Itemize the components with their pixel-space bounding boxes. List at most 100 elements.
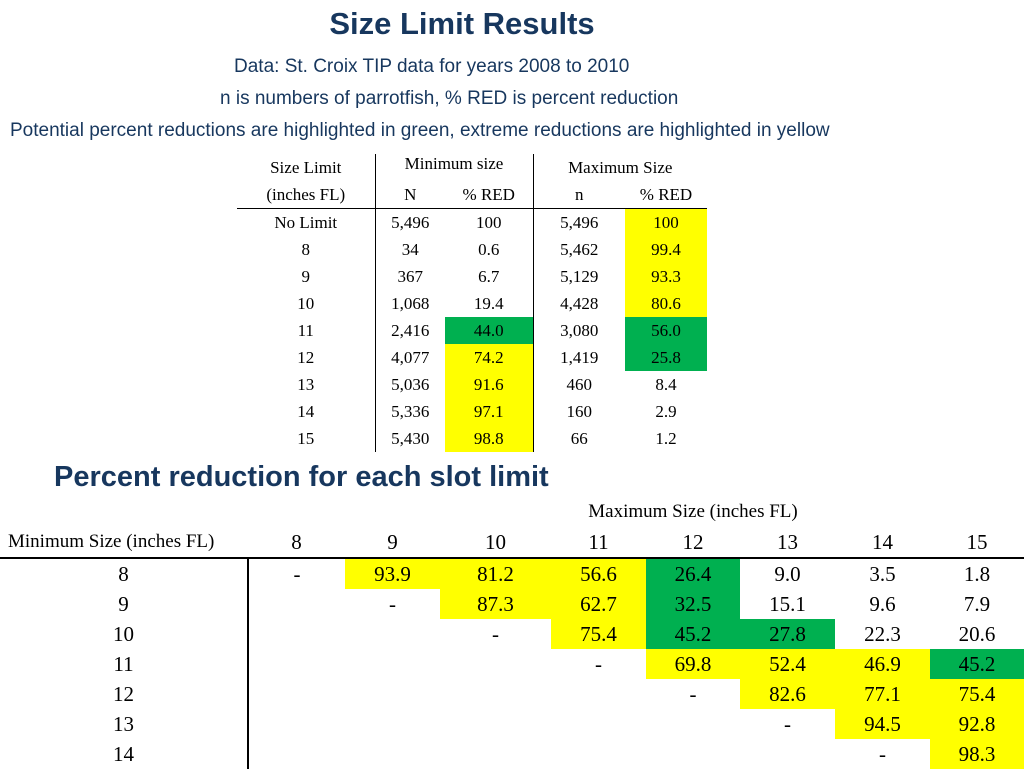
slot-value-cell: 27.8 — [740, 619, 835, 649]
header-minimum-size: Minimum size — [375, 154, 534, 181]
slot-value-cell: 77.1 — [835, 679, 930, 709]
max-n-cell: 460 — [566, 374, 593, 394]
size-limit-cell: 9 — [237, 263, 376, 290]
min-n-cell: 5,496 — [391, 212, 430, 232]
max-size-column-header: 12 — [646, 527, 740, 559]
min-size-row-label: 14 — [113, 741, 134, 766]
size-limit-cell: No Limit — [237, 208, 376, 236]
min-red-cell: 97.1 — [445, 398, 534, 425]
size-limit-cell: 8 — [237, 236, 376, 263]
size-table-row: 12 4,077 74.2 1,419 25.8 — [237, 344, 707, 371]
header-min-n: N — [375, 181, 445, 209]
size-limit-cell: 15 — [237, 425, 376, 452]
slot-value-cell: 75.4 — [930, 679, 1024, 709]
slot-value-cell — [551, 739, 646, 769]
slot-value-cell: 75.4 — [551, 619, 646, 649]
max-n-cell: 3,080 — [560, 320, 599, 340]
slot-value-cell: 82.6 — [740, 679, 835, 709]
slot-value-cell: 20.6 — [958, 621, 996, 646]
slot-table-row: 14 - 98.3 — [0, 739, 1024, 769]
min-red-cell: 74.2 — [445, 344, 534, 371]
subtitle-highlight-legend: Potential percent reductions are highlig… — [10, 120, 830, 141]
max-n-cell: 5,129 — [560, 266, 599, 286]
min-red-cell: 100 — [445, 208, 534, 236]
slot-value-cell — [440, 739, 551, 769]
slot-value-cell: 7.9 — [963, 591, 991, 616]
max-n-cell: 4,428 — [560, 293, 599, 313]
size-table-row: 10 1,068 19.4 4,428 80.6 — [237, 290, 707, 317]
slot-value-cell — [247, 739, 345, 769]
slot-value-cell: - — [595, 651, 602, 676]
size-limit-cell: 14 — [237, 398, 376, 425]
min-n-cell: 5,036 — [391, 374, 430, 394]
size-table-header-row-1: Size Limit Minimum size Maximum Size — [237, 154, 707, 181]
slot-value-cell: 93.9 — [345, 558, 440, 589]
size-limit-cell: 13 — [237, 371, 376, 398]
min-red-cell: 6.7 — [445, 263, 534, 290]
subtitle-definitions: n is numbers of parrotfish, % RED is per… — [220, 88, 679, 109]
slot-value-cell: 69.8 — [646, 649, 740, 679]
size-table-row: 9 367 6.7 5,129 93.3 — [237, 263, 707, 290]
min-n-cell: 2,416 — [391, 320, 430, 340]
min-n-cell: 34 — [401, 239, 419, 259]
size-table-row: No Limit 5,496 100 5,496 100 — [237, 208, 707, 236]
slot-value-cell — [440, 709, 551, 739]
size-limit-table: Size Limit Minimum size Maximum Size (in… — [237, 154, 707, 452]
min-red-cell: 19.4 — [445, 290, 534, 317]
slot-value-cell — [345, 739, 440, 769]
slot-value-cell: 98.3 — [930, 739, 1024, 769]
slot-value-cell: 45.2 — [930, 649, 1024, 679]
slot-value-cell — [551, 709, 646, 739]
max-red-cell: 99.4 — [625, 236, 707, 263]
header-maximum-size: Maximum Size — [568, 157, 673, 177]
slot-value-cell — [345, 709, 440, 739]
size-table-row: 13 5,036 91.6 460 8.4 — [237, 371, 707, 398]
section-title: Percent reduction for each slot limit — [54, 461, 549, 493]
slot-value-cell: 26.4 — [646, 558, 740, 589]
max-red-cell: 25.8 — [625, 344, 707, 371]
size-table-row: 8 34 0.6 5,462 99.4 — [237, 236, 707, 263]
slot-value-cell: - — [389, 591, 396, 616]
size-limit-cell: 12 — [237, 344, 376, 371]
max-size-column-header: 10 — [440, 527, 551, 559]
max-n-cell: 1,419 — [560, 347, 599, 367]
max-red-cell: 100 — [625, 208, 707, 236]
slot-value-cell — [247, 589, 345, 619]
slot-value-cell: 46.9 — [835, 649, 930, 679]
min-n-cell: 5,336 — [391, 401, 430, 421]
slot-value-cell — [247, 619, 345, 649]
min-size-row-label: 13 — [113, 711, 134, 736]
min-size-row-label: 12 — [113, 681, 134, 706]
slot-value-cell: 1.8 — [963, 561, 991, 586]
max-red-cell: 80.6 — [625, 290, 707, 317]
min-n-cell: 1,068 — [391, 293, 430, 313]
max-red-cell: 93.3 — [625, 263, 707, 290]
slot-value-cell — [740, 739, 835, 769]
slot-value-cell — [646, 739, 740, 769]
page-title: Size Limit Results — [329, 6, 595, 41]
header-inches-fl: (inches FL) — [237, 181, 376, 209]
slot-value-cell: 94.5 — [835, 709, 930, 739]
min-n-cell: 5,430 — [391, 428, 430, 448]
slot-table-row: 9 - 87.3 62.7 32.5 15.1 9.6 7.9 — [0, 589, 1024, 619]
slot-value-cell: 32.5 — [646, 589, 740, 619]
header-size-limit: Size Limit — [237, 154, 376, 181]
slot-value-cell — [345, 649, 440, 679]
slot-table-row: 8 -93.9 81.2 56.6 26.4 9.0 3.5 1.8 — [0, 558, 1024, 589]
max-red-cell: 8.4 — [655, 374, 677, 394]
slot-value-cell: 45.2 — [646, 619, 740, 649]
slot-value-cell: 22.3 — [864, 621, 901, 646]
min-red-cell: 98.8 — [445, 425, 534, 452]
min-n-cell: 367 — [397, 266, 424, 286]
header-minimum-size-inches: Minimum Size (inches FL) — [0, 527, 248, 559]
slot-value-cell — [345, 679, 440, 709]
slot-limit-table: Maximum Size (inches FL) Minimum Size (i… — [0, 497, 1024, 769]
min-red-cell: 0.6 — [445, 236, 534, 263]
max-size-column-header: 11 — [551, 527, 646, 559]
max-red-cell: 56.0 — [625, 317, 707, 344]
size-limit-cell: 10 — [237, 290, 376, 317]
header-maximum-size-inches: Maximum Size (inches FL) — [588, 501, 798, 522]
slot-table-row: 11 - 69.8 52.4 46.9 45.2 — [0, 649, 1024, 679]
slot-value-cell — [440, 649, 551, 679]
slot-value-cell: - — [689, 681, 697, 706]
